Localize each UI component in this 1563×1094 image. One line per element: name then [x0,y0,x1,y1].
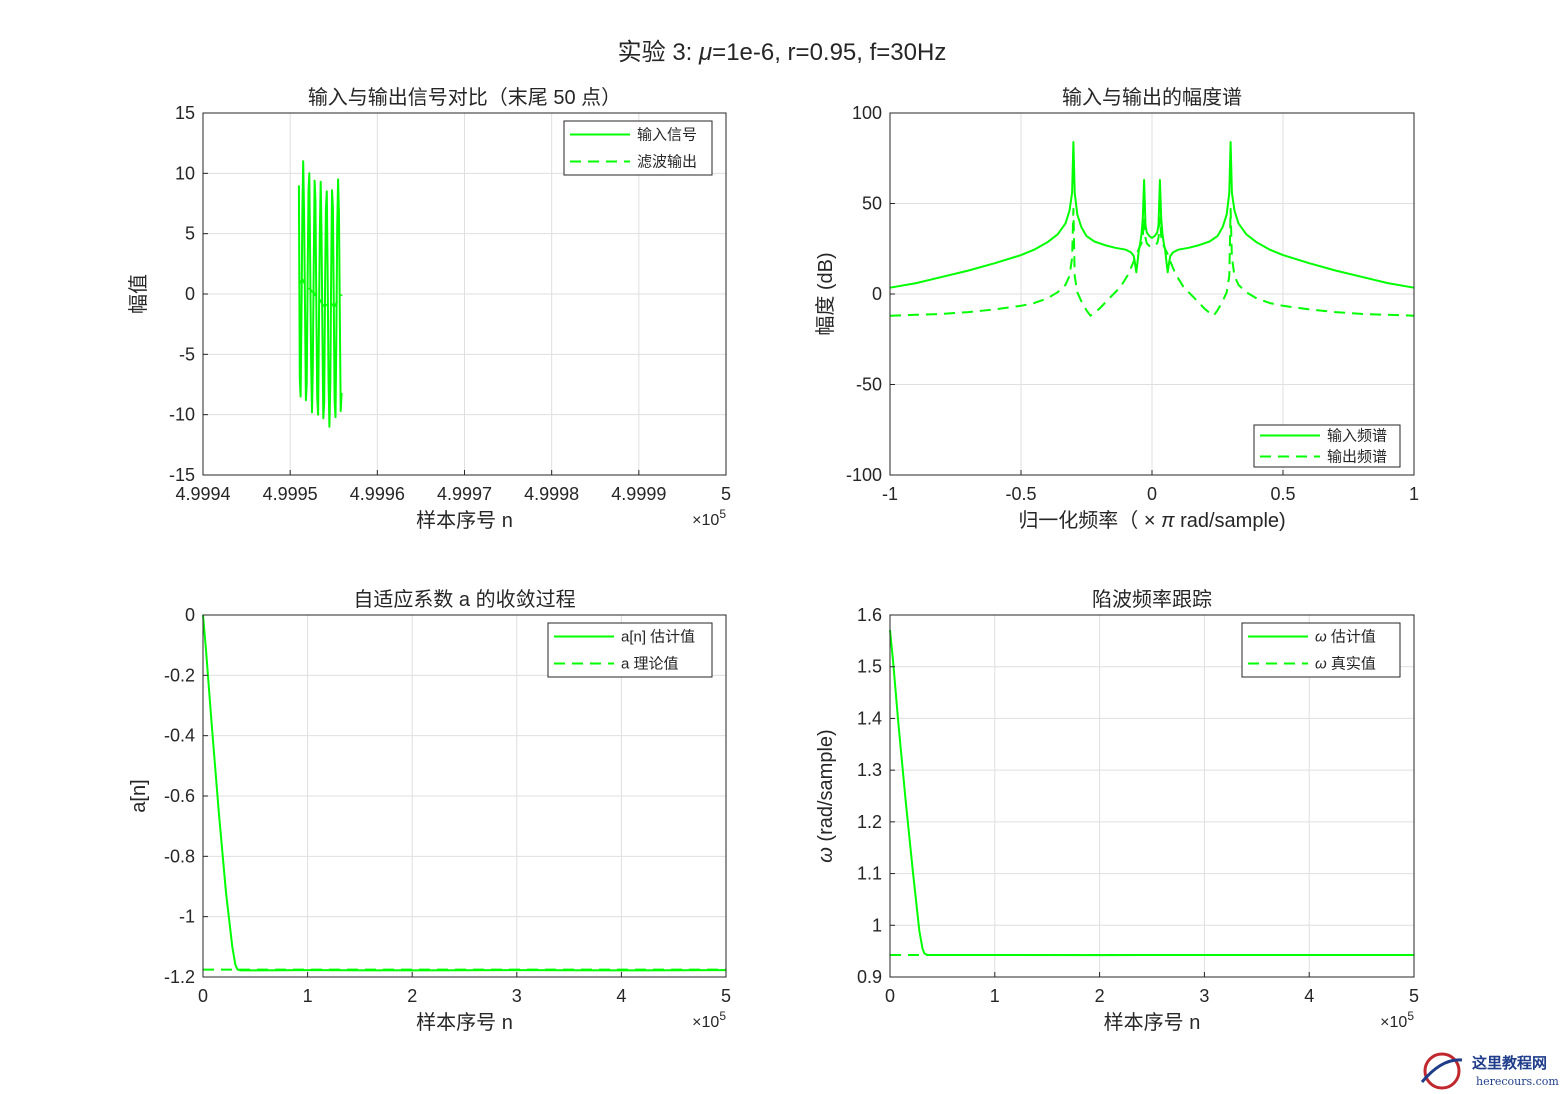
y-axis-label: 幅度 (dB) [814,252,837,335]
x-tick-label: 5 [1409,986,1419,1006]
x-axis-label: 样本序号 n [416,509,513,532]
watermark: 这里教程网 herecours.com [1420,1052,1559,1090]
series-line-time-1 [298,278,343,310]
chart-title: 陷波频率跟踪 [1092,588,1212,611]
legend-entry: 输入频谱 [1327,428,1387,445]
y-tick-label: 10 [175,163,195,183]
x-tick-label: 0 [198,986,208,1006]
legend-box [1253,424,1401,468]
x-tick-label: 0.5 [1270,484,1295,504]
x-tick-label: 4 [616,986,626,1006]
y-tick-label: -100 [846,465,882,485]
axes-box [889,614,1415,978]
legend-entry: a 理论值 [621,656,679,673]
chart-time: 4.9994 4.9995 4.9996 4.9997 4.9998 4.9999 5 -15… [127,86,731,532]
watermark-url: herecours.com [1476,1075,1559,1088]
y-tick-label: -1 [179,907,195,927]
y-tick-label: -10 [169,405,195,425]
y-axis-label: 幅值 [127,274,150,314]
x-tick-label: -1 [882,484,898,504]
legend-entry: 输入信号 [637,127,697,144]
y-tick-label: -50 [856,375,882,395]
x-tick-label: 4.9994 [175,484,230,504]
x-tick-label: 4.9999 [611,484,666,504]
watermark-logo-swoosh [1420,1058,1463,1083]
x-exponent-label: ×105 [692,507,726,529]
x-tick-label: 4.9995 [263,484,318,504]
y-tick-label: -15 [169,465,195,485]
y-tick-label: 0.9 [857,967,882,987]
y-tick-label: 0 [872,284,882,304]
legend-entry: ω 估计值 [1315,629,1376,646]
legend-entry: ω 真实值 [1315,655,1376,673]
y-tick-label: 50 [862,194,882,214]
y-tick-label: 1.1 [857,864,882,884]
chart-spectrum: -1 -0.5 0 0.5 1 -100 -50 0 50 100 输入与输出的幅度谱归一化频率（ … [814,86,1419,532]
chart-title: 输入与输出的幅度谱 [1062,86,1242,109]
x-tick-label: 1 [303,986,313,1006]
legend-entry: 滤波输出 [637,154,697,171]
series-line-spectrum-1 [889,207,1415,317]
y-tick-label: -0.4 [164,726,195,746]
y-tick-label: 15 [175,103,195,123]
x-tick-label: 5 [721,484,731,504]
y-tick-label: 1.4 [857,708,882,728]
x-tick-label: 4.9997 [437,484,492,504]
legend-box [563,120,713,176]
x-tick-label: 0 [1147,484,1157,504]
chart-title: 输入与输出信号对比（末尾 50 点） [308,86,621,109]
x-axis-label: 样本序号 n [416,1011,513,1034]
x-tick-label: 4 [1304,986,1314,1006]
y-tick-label: -0.8 [164,846,195,866]
x-tick-label: 2 [1095,986,1105,1006]
x-tick-label: 3 [1199,986,1209,1006]
x-tick-label: 4.9998 [524,484,579,504]
chart-coef: 0 1 2 3 4 5 -1.2 -1 -0.8 -0.6 -0.4 -0.2 0 自适应系数 a 的收敛… [128,588,731,1034]
y-tick-label: -0.2 [164,665,195,685]
x-tick-label: 2 [407,986,417,1006]
y-tick-label: 0 [185,605,195,625]
y-tick-label: -5 [179,344,195,364]
legend-box [1241,622,1401,678]
x-tick-label: 3 [512,986,522,1006]
y-tick-label: 1.2 [857,812,882,832]
x-tick-label: 4.9996 [350,484,405,504]
y-tick-label: -0.6 [164,786,195,806]
x-tick-label: -0.5 [1005,484,1036,504]
y-tick-label: -1.2 [164,967,195,987]
series-line-spectrum-0 [889,141,1415,289]
legend: ω 估计值 ω 真实值 [1241,622,1401,678]
y-tick-label: 1.5 [857,657,882,677]
x-exponent-label: ×105 [1380,1009,1414,1031]
x-tick-label: 5 [721,986,731,1006]
x-tick-label: 1 [990,986,1000,1006]
x-axis-label: 样本序号 n [1104,1011,1201,1034]
y-tick-label: 0 [185,284,195,304]
x-axis-label: 归一化频率（ × π rad/sample) [1018,509,1285,532]
y-axis-label: a[n] [128,779,150,812]
chart-title: 自适应系数 a 的收敛过程 [353,588,575,611]
y-axis-label: ω (rad/sample) [815,729,837,862]
x-exponent-label: ×105 [692,1009,726,1031]
x-tick-label: 1 [1409,484,1419,504]
watermark-title: 这里教程网 [1472,1054,1547,1072]
x-tick-label: 0 [885,986,895,1006]
y-tick-label: 1.3 [857,760,882,780]
legend: a[n] 估计值 a 理论值 [547,622,713,678]
y-tick-label: 1.6 [857,605,882,625]
y-tick-label: 5 [185,224,195,244]
series-line-time-0 [297,160,343,428]
legend-entry: a[n] 估计值 [621,629,695,646]
y-tick-label: 100 [852,103,882,123]
legend-box [547,622,713,678]
watermark-logo-icon [1423,1052,1461,1090]
legend-entry: 输出频谱 [1327,449,1387,466]
figure-suptitle: 实验 3: μ=1e-6, r=0.95, f=30Hz [618,39,947,66]
y-tick-label: 1 [872,915,882,935]
